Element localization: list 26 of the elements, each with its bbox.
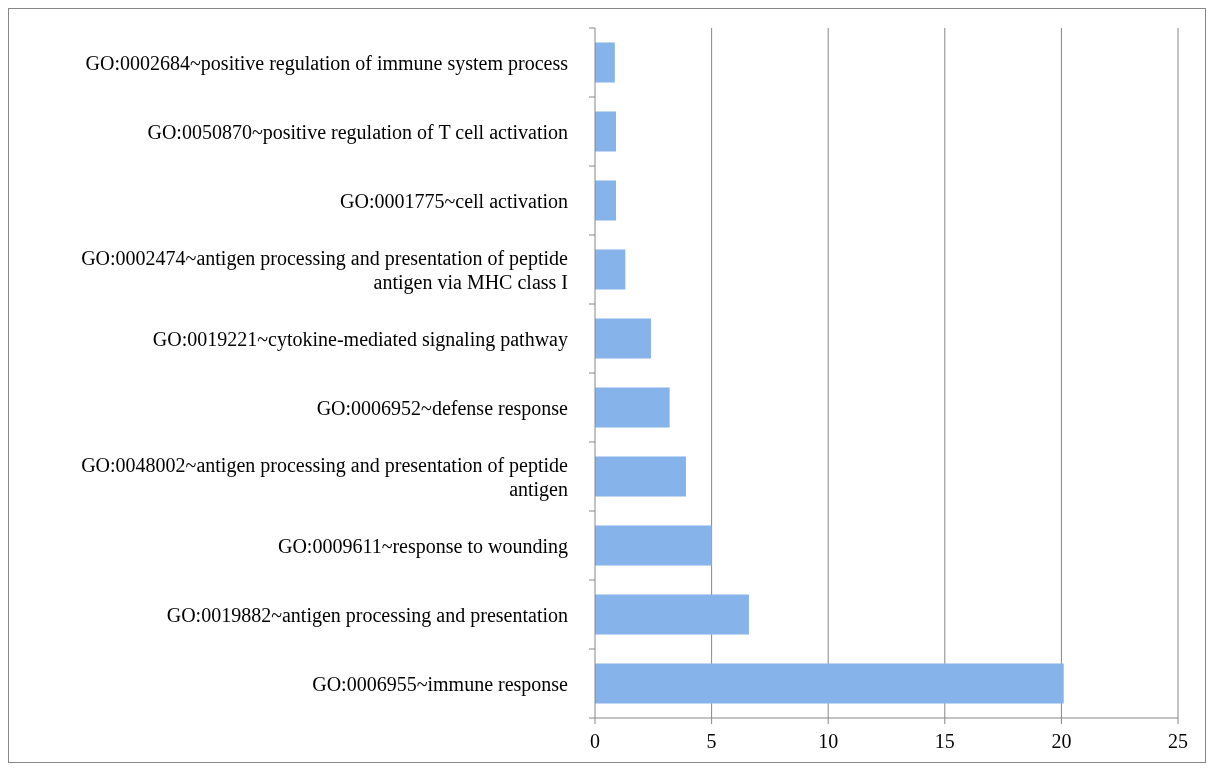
x-tick-label: 5 — [706, 730, 717, 752]
bar — [595, 42, 615, 83]
y-tick-label: GO:0019882~antigen processing and presentation — [166, 603, 568, 627]
bar — [595, 318, 651, 359]
x-tick-label: 10 — [818, 730, 839, 752]
bar — [595, 525, 712, 566]
bar — [595, 249, 626, 290]
x-tick-label: 20 — [1051, 730, 1072, 752]
bar — [595, 594, 749, 635]
bar — [595, 111, 616, 152]
y-tick-label: GO:0009611~response to wounding — [277, 534, 568, 558]
x-tick-label: 15 — [934, 730, 955, 752]
y-tick-label: GO:0006952~defense response — [316, 396, 569, 420]
bar — [595, 387, 670, 428]
bar — [595, 663, 1064, 704]
y-tick-label: GO:0002474~antigen processing and presentation of peptide antigen via MHC class I — [81, 246, 569, 294]
y-tick-label: GO:0019221~cytokine-mediated signaling pathway — [152, 327, 568, 351]
x-tick-label: 25 — [1168, 730, 1188, 752]
y-tick-label: GO:0006955~immune response — [312, 672, 569, 696]
y-tick-label: GO:0001775~cell activation — [340, 189, 568, 212]
x-tick-label: 0 — [590, 730, 600, 752]
y-tick-label: GO:0050870~positive regulation of T cell activation — [147, 120, 568, 144]
bar — [595, 456, 686, 497]
bar — [595, 180, 616, 221]
y-tick-label: GO:0048002~antigen processing and presentation of peptide antigen — [81, 453, 569, 501]
y-tick-label: GO:0002684~positive regulation of immune system process — [85, 51, 569, 75]
